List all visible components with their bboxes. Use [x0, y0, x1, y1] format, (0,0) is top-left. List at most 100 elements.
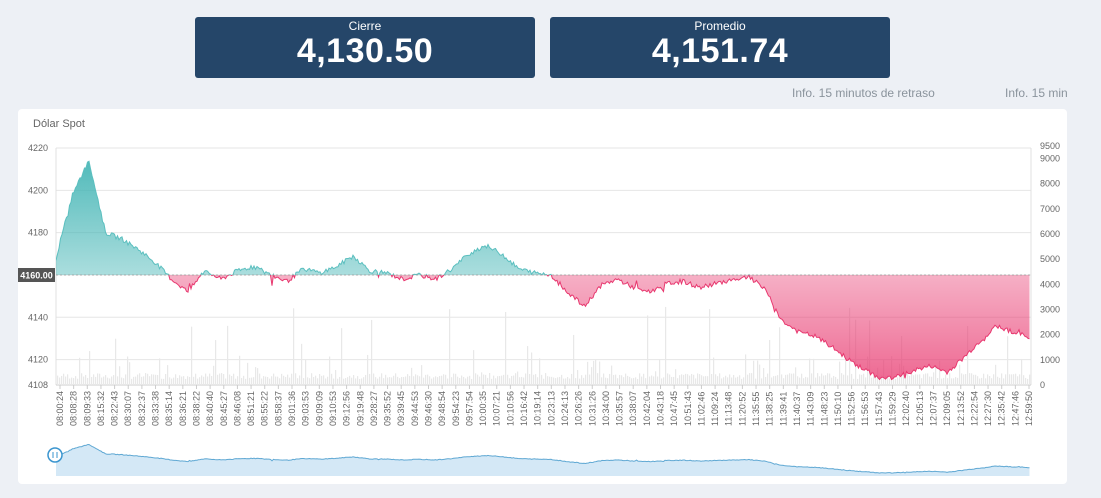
- svg-text:09:10:53: 09:10:53: [328, 391, 338, 426]
- svg-text:4000: 4000: [1040, 279, 1060, 289]
- svg-text:08:45:27: 08:45:27: [219, 391, 229, 426]
- svg-text:10:51:43: 10:51:43: [683, 391, 693, 426]
- svg-text:11:35:55: 11:35:55: [751, 392, 761, 426]
- svg-text:08:58:37: 08:58:37: [273, 391, 283, 426]
- svg-text:12:47:46: 12:47:46: [1010, 391, 1020, 426]
- svg-text:12:13:52: 12:13:52: [956, 391, 966, 426]
- svg-text:12:27:30: 12:27:30: [983, 391, 993, 426]
- svg-text:4140: 4140: [28, 312, 48, 322]
- svg-text:09:57:54: 09:57:54: [464, 391, 474, 426]
- svg-text:8000: 8000: [1040, 179, 1060, 189]
- svg-text:11:57:43: 11:57:43: [874, 392, 884, 426]
- svg-text:09:09:09: 09:09:09: [314, 391, 324, 426]
- svg-text:10:07:21: 10:07:21: [492, 391, 502, 426]
- svg-text:08:55:22: 08:55:22: [260, 391, 270, 426]
- svg-text:10:00:35: 10:00:35: [478, 391, 488, 426]
- svg-text:11:48:23: 11:48:23: [819, 392, 829, 426]
- svg-text:12:05:13: 12:05:13: [915, 391, 925, 426]
- svg-text:11:59:29: 11:59:29: [888, 392, 898, 426]
- svg-text:12:22:54: 12:22:54: [969, 391, 979, 426]
- svg-text:12:35:42: 12:35:42: [997, 391, 1007, 426]
- y-axis-right: 0 1000 2000 3000 4000 5000 6000 7000 8000 9000 950…: [1040, 141, 1060, 390]
- svg-text:10:42:04: 10:42:04: [642, 391, 652, 426]
- svg-text:12:09:05: 12:09:05: [942, 391, 952, 426]
- svg-text:11:02:46: 11:02:46: [696, 392, 706, 426]
- svg-text:09:03:53: 09:03:53: [301, 391, 311, 426]
- close-value: 4,130.50: [296, 32, 434, 70]
- svg-text:7000: 7000: [1040, 204, 1060, 214]
- delay-note: Info. 15 minutos de retraso: [792, 86, 935, 100]
- svg-text:11:13:48: 11:13:48: [724, 392, 734, 426]
- svg-text:11:56:53: 11:56:53: [860, 392, 870, 426]
- svg-text:12:59:50: 12:59:50: [1024, 391, 1034, 426]
- svg-text:9000: 9000: [1040, 154, 1060, 164]
- svg-text:11:43:09: 11:43:09: [806, 392, 816, 426]
- svg-text:10:23:13: 10:23:13: [546, 391, 556, 426]
- svg-text:09:48:54: 09:48:54: [437, 391, 447, 426]
- svg-text:08:35:14: 08:35:14: [164, 391, 174, 426]
- svg-text:3000: 3000: [1040, 305, 1060, 315]
- svg-text:11:09:24: 11:09:24: [710, 392, 720, 426]
- delay-note-truncated: Info. 15 min: [1005, 86, 1068, 100]
- svg-text:10:31:26: 10:31:26: [587, 391, 597, 426]
- svg-text:08:08:28: 08:08:28: [69, 391, 79, 426]
- svg-text:9500: 9500: [1040, 141, 1060, 151]
- price-area: [56, 160, 1030, 381]
- svg-text:08:33:38: 08:33:38: [151, 391, 161, 426]
- svg-text:09:39:45: 09:39:45: [396, 391, 406, 426]
- svg-text:4160.00: 4160.00: [20, 271, 53, 281]
- svg-text:11:38:25: 11:38:25: [765, 392, 775, 426]
- svg-text:10:38:07: 10:38:07: [628, 391, 638, 426]
- svg-text:10:34:00: 10:34:00: [601, 391, 611, 426]
- svg-text:09:19:48: 09:19:48: [355, 391, 365, 426]
- close-stat-card: Cierre 4,130.50: [195, 17, 535, 78]
- svg-text:09:12:56: 09:12:56: [342, 391, 352, 426]
- svg-text:10:10:56: 10:10:56: [505, 391, 515, 426]
- navigator[interactable]: [55, 443, 1030, 477]
- svg-text:10:16:42: 10:16:42: [519, 391, 529, 426]
- svg-text:08:32:37: 08:32:37: [137, 391, 147, 426]
- svg-text:08:22:43: 08:22:43: [110, 391, 120, 426]
- svg-text:0: 0: [1040, 380, 1045, 390]
- svg-text:08:36:21: 08:36:21: [178, 391, 188, 426]
- svg-text:1000: 1000: [1040, 355, 1060, 365]
- chart-title: Dólar Spot: [33, 118, 85, 130]
- svg-text:4120: 4120: [28, 355, 48, 365]
- svg-text:08:40:40: 08:40:40: [205, 391, 215, 426]
- svg-text:11:50:10: 11:50:10: [833, 392, 843, 426]
- svg-text:6000: 6000: [1040, 229, 1060, 239]
- svg-text:08:38:22: 08:38:22: [191, 391, 201, 426]
- svg-text:10:26:26: 10:26:26: [574, 391, 584, 426]
- svg-text:09:28:27: 09:28:27: [369, 391, 379, 426]
- svg-text:09:35:52: 09:35:52: [383, 391, 393, 426]
- average-value: 4,151.74: [651, 32, 789, 70]
- svg-text:12:02:40: 12:02:40: [901, 391, 911, 426]
- reference-label: 4160.00: [18, 268, 55, 282]
- svg-text:09:46:30: 09:46:30: [423, 391, 433, 426]
- svg-text:08:30:07: 08:30:07: [123, 391, 133, 426]
- svg-text:11:39:41: 11:39:41: [778, 392, 788, 426]
- svg-text:11:52:56: 11:52:56: [847, 392, 857, 426]
- svg-text:10:43:18: 10:43:18: [656, 391, 666, 426]
- svg-text:2000: 2000: [1040, 330, 1060, 340]
- svg-text:4108: 4108: [28, 380, 48, 390]
- svg-text:12:07:37: 12:07:37: [928, 391, 938, 426]
- svg-text:10:47:45: 10:47:45: [669, 391, 679, 426]
- y-axis-left: 4108 4120 4140 4180 4200 4220: [28, 143, 48, 390]
- svg-text:11:20:52: 11:20:52: [737, 392, 747, 426]
- svg-text:4220: 4220: [28, 143, 48, 153]
- svg-text:5000: 5000: [1040, 254, 1060, 264]
- navigator-handle[interactable]: [47, 447, 63, 463]
- average-label: Promedio: [694, 19, 746, 33]
- average-stat-card: Promedio 4,151.74: [550, 17, 890, 78]
- svg-text:09:44:53: 09:44:53: [410, 391, 420, 426]
- svg-text:4200: 4200: [28, 185, 48, 195]
- svg-text:10:35:57: 10:35:57: [615, 391, 625, 426]
- svg-text:09:54:23: 09:54:23: [451, 391, 461, 426]
- x-axis: 08:00:24 08:08:28 08:09:33 08:15:32 08:22:43…: [55, 385, 1034, 426]
- svg-text:08:00:24: 08:00:24: [55, 391, 65, 426]
- svg-text:08:09:33: 08:09:33: [82, 391, 92, 426]
- svg-text:4180: 4180: [28, 228, 48, 238]
- svg-text:10:19:14: 10:19:14: [533, 391, 543, 426]
